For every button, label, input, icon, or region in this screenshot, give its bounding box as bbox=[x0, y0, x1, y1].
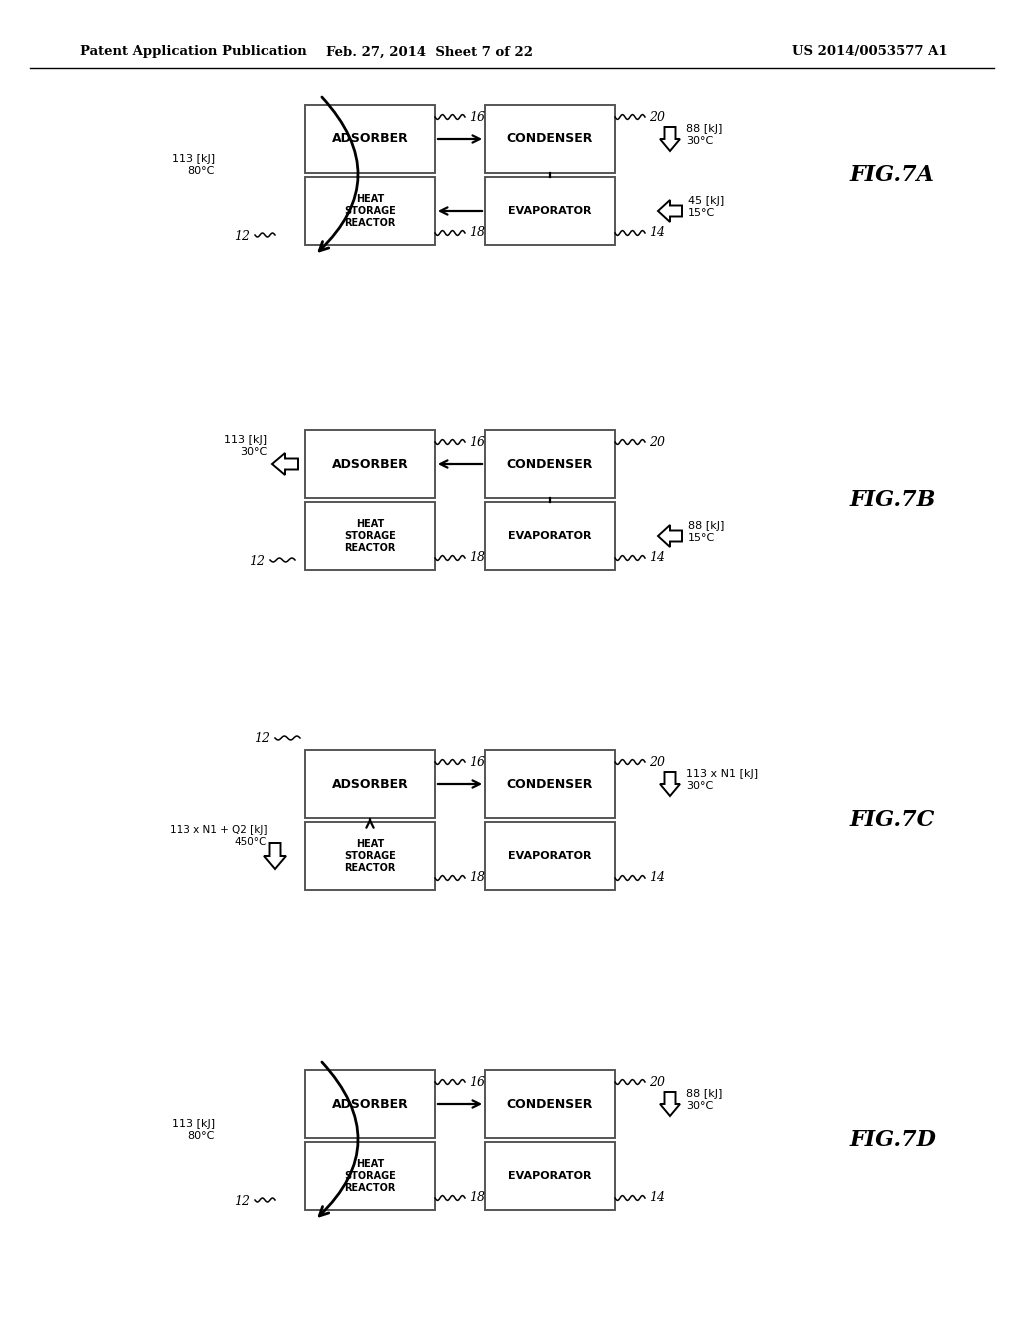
Text: 18: 18 bbox=[469, 871, 485, 884]
Text: 16: 16 bbox=[469, 756, 485, 770]
Text: HEAT
STORAGE
REACTOR: HEAT STORAGE REACTOR bbox=[344, 1159, 396, 1192]
Text: 88 [kJ]
15°C: 88 [kJ] 15°C bbox=[688, 521, 724, 543]
Bar bbox=[305, 1071, 435, 1138]
Text: HEAT
STORAGE
REACTOR: HEAT STORAGE REACTOR bbox=[344, 194, 396, 227]
Bar bbox=[485, 1071, 615, 1138]
Text: 20: 20 bbox=[649, 111, 665, 124]
Text: 18: 18 bbox=[469, 550, 485, 564]
Text: 14: 14 bbox=[649, 550, 665, 564]
Text: FIG.7D: FIG.7D bbox=[850, 1129, 937, 1151]
Bar bbox=[305, 177, 435, 246]
Text: 16: 16 bbox=[469, 1076, 485, 1089]
Text: EVAPORATOR: EVAPORATOR bbox=[508, 851, 592, 861]
Bar bbox=[305, 502, 435, 570]
Text: 12: 12 bbox=[234, 230, 250, 243]
Bar bbox=[485, 502, 615, 570]
Bar bbox=[485, 430, 615, 498]
Text: FIG.7B: FIG.7B bbox=[850, 488, 936, 511]
Text: Feb. 27, 2014  Sheet 7 of 22: Feb. 27, 2014 Sheet 7 of 22 bbox=[327, 45, 534, 58]
Text: ADSORBER: ADSORBER bbox=[332, 1097, 409, 1110]
Text: EVAPORATOR: EVAPORATOR bbox=[508, 531, 592, 541]
Bar bbox=[485, 822, 615, 890]
Text: Patent Application Publication: Patent Application Publication bbox=[80, 45, 307, 58]
Text: 113 [kJ]
30°C: 113 [kJ] 30°C bbox=[224, 436, 267, 457]
Text: FIG.7C: FIG.7C bbox=[850, 809, 935, 832]
Bar bbox=[485, 106, 615, 173]
Text: 16: 16 bbox=[469, 111, 485, 124]
Text: HEAT
STORAGE
REACTOR: HEAT STORAGE REACTOR bbox=[344, 519, 396, 553]
Text: 113 [kJ]
80°C: 113 [kJ] 80°C bbox=[172, 1119, 215, 1140]
Text: 20: 20 bbox=[649, 1076, 665, 1089]
Text: 20: 20 bbox=[649, 756, 665, 770]
Text: HEAT
STORAGE
REACTOR: HEAT STORAGE REACTOR bbox=[344, 840, 396, 873]
Text: 113 x N1 [kJ]
30°C: 113 x N1 [kJ] 30°C bbox=[686, 770, 758, 791]
Text: ADSORBER: ADSORBER bbox=[332, 132, 409, 145]
Bar bbox=[305, 822, 435, 890]
Bar bbox=[305, 106, 435, 173]
Text: EVAPORATOR: EVAPORATOR bbox=[508, 1171, 592, 1181]
Text: ADSORBER: ADSORBER bbox=[332, 777, 409, 791]
Text: US 2014/0053577 A1: US 2014/0053577 A1 bbox=[793, 45, 948, 58]
Text: 45 [kJ]
15°C: 45 [kJ] 15°C bbox=[688, 197, 724, 218]
Text: 18: 18 bbox=[469, 226, 485, 239]
Text: 12: 12 bbox=[254, 733, 270, 744]
Text: FIG.7A: FIG.7A bbox=[850, 164, 935, 186]
Text: 88 [kJ]
30°C: 88 [kJ] 30°C bbox=[686, 1089, 722, 1111]
Bar bbox=[305, 1142, 435, 1210]
Text: CONDENSER: CONDENSER bbox=[507, 132, 593, 145]
Text: 18: 18 bbox=[469, 1191, 485, 1204]
Text: CONDENSER: CONDENSER bbox=[507, 777, 593, 791]
Bar bbox=[485, 750, 615, 818]
Text: CONDENSER: CONDENSER bbox=[507, 1097, 593, 1110]
Text: 14: 14 bbox=[649, 226, 665, 239]
Text: EVAPORATOR: EVAPORATOR bbox=[508, 206, 592, 216]
Text: CONDENSER: CONDENSER bbox=[507, 458, 593, 470]
Text: 88 [kJ]
30°C: 88 [kJ] 30°C bbox=[686, 124, 722, 145]
Text: 12: 12 bbox=[249, 554, 265, 568]
Text: 113 [kJ]
80°C: 113 [kJ] 80°C bbox=[172, 154, 215, 176]
Bar bbox=[305, 750, 435, 818]
Text: ADSORBER: ADSORBER bbox=[332, 458, 409, 470]
Text: 16: 16 bbox=[469, 436, 485, 449]
Text: 12: 12 bbox=[234, 1195, 250, 1208]
Text: 14: 14 bbox=[649, 871, 665, 884]
Bar bbox=[305, 430, 435, 498]
Bar bbox=[485, 177, 615, 246]
Text: 20: 20 bbox=[649, 436, 665, 449]
Text: 14: 14 bbox=[649, 1191, 665, 1204]
Text: 113 x N1 + Q2 [kJ]
450°C: 113 x N1 + Q2 [kJ] 450°C bbox=[170, 825, 267, 847]
Bar bbox=[485, 1142, 615, 1210]
